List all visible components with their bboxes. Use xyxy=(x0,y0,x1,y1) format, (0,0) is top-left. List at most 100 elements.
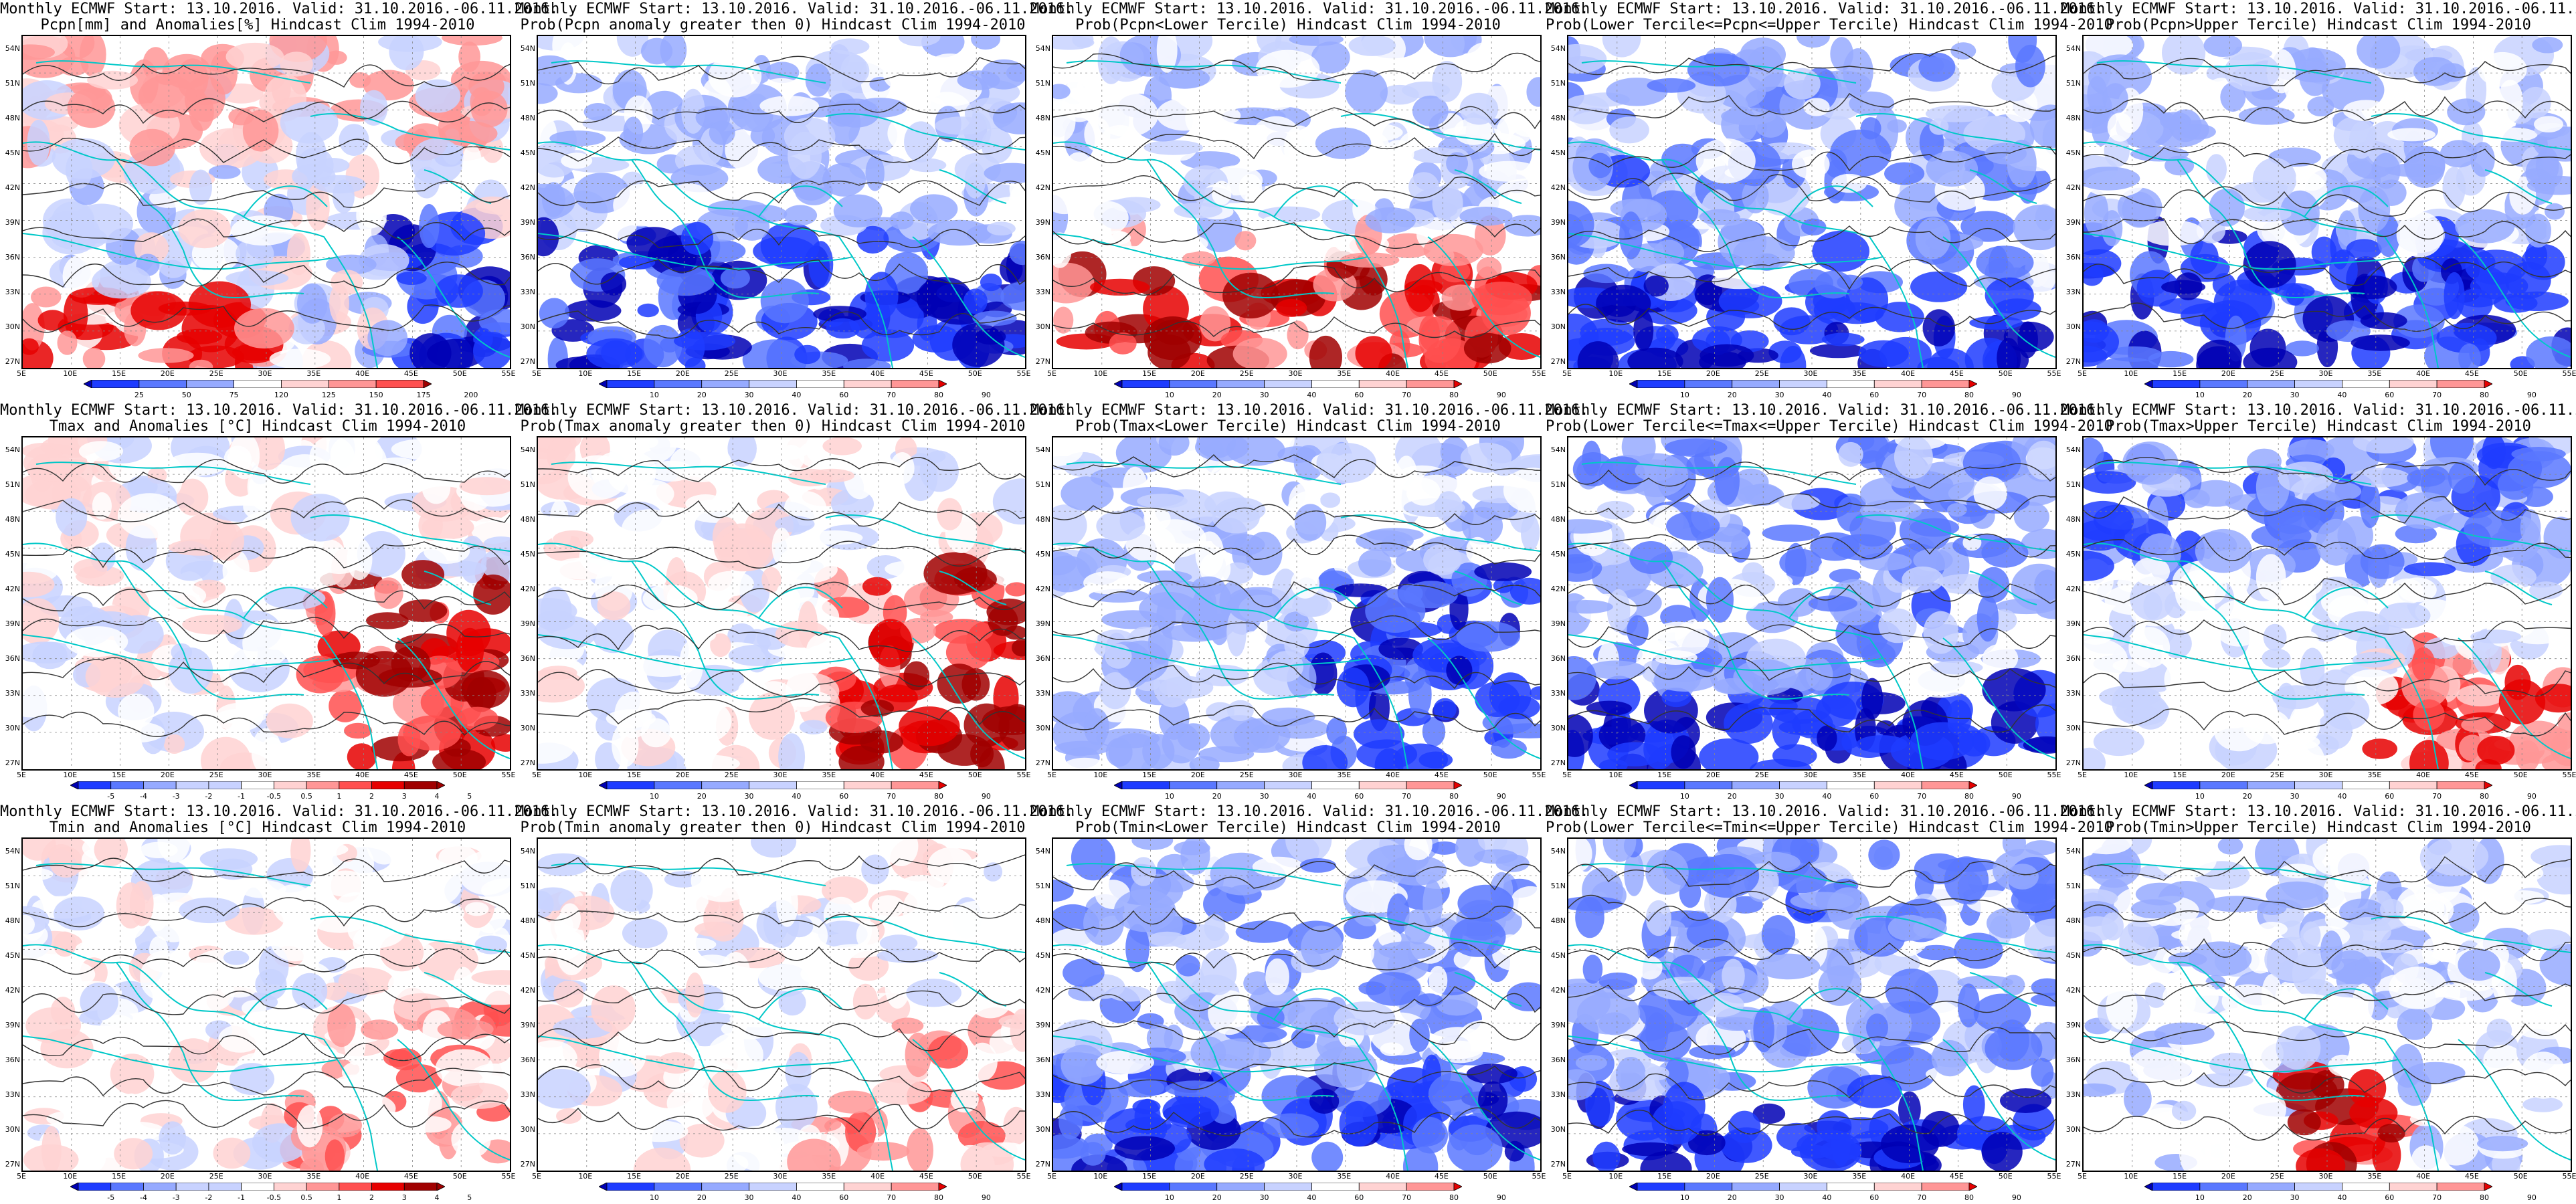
lon-label: 45E xyxy=(1434,369,1449,378)
colorbar-tick-label: 20 xyxy=(2242,391,2252,399)
lon-label: 40E xyxy=(1386,369,1400,378)
colorbar-tick-label: 90 xyxy=(2526,792,2537,801)
colorbar-tick-label: 90 xyxy=(2011,792,2021,801)
colorbar-tick-label: 80 xyxy=(1449,391,1459,399)
lon-label: 40E xyxy=(2416,771,2431,779)
colorbar-tick-label: 30 xyxy=(2290,391,2300,399)
colorbar-tick-label: 5 xyxy=(467,792,472,801)
lon-label: 40E xyxy=(1901,369,1916,378)
lon-label: 50E xyxy=(2513,771,2528,779)
lon-label: 10E xyxy=(2124,771,2138,779)
lon-label: 20E xyxy=(1706,1172,1720,1181)
lon-label: 45E xyxy=(403,1172,418,1181)
colorbar-tick-label: 10 xyxy=(2195,1193,2205,1202)
colorbar-tick-label: 20 xyxy=(1727,1193,1737,1202)
map-panel: Monthly ECMWF Start: 13.10.2016. Valid: … xyxy=(0,401,559,803)
colorbar xyxy=(1629,1183,1977,1191)
lat-label: 36N xyxy=(1550,1056,1566,1064)
colorbar-tick-label: 90 xyxy=(981,391,991,399)
lon-label: 30E xyxy=(258,1172,272,1181)
lat-label: 33N xyxy=(520,1090,535,1099)
lat-label: 54N xyxy=(1550,44,1566,53)
contours xyxy=(1568,462,2055,733)
contours xyxy=(23,459,510,737)
lon-label: 25E xyxy=(2270,369,2284,378)
lat-label: 33N xyxy=(1035,689,1050,698)
colorbar xyxy=(1629,781,1977,789)
lat-label: 54N xyxy=(520,847,535,856)
lat-label: 36N xyxy=(2065,654,2081,663)
colorbar-tick-label: 4 xyxy=(434,1193,440,1202)
lon-label: 50E xyxy=(1998,771,2013,779)
colorbar-tick-label: 20 xyxy=(2242,792,2252,801)
colorbar-tick-label: 3 xyxy=(401,792,407,801)
lat-label: 27N xyxy=(2065,759,2081,767)
contours xyxy=(2084,457,2571,736)
colorbar-tick-label: 3 xyxy=(401,1193,407,1202)
lat-label: 45N xyxy=(520,951,535,960)
map-panel: Monthly ECMWF Start: 13.10.2016. Valid: … xyxy=(2061,803,2576,1204)
lon-label: 20E xyxy=(675,369,690,378)
map-canvas xyxy=(537,837,1026,1172)
colorbar-tick-label: -5 xyxy=(107,1193,115,1202)
colorbar xyxy=(1114,1183,1462,1191)
colorbar-tick-label: 70 xyxy=(1917,1193,1927,1202)
graticule xyxy=(538,36,1025,368)
map-panel: Monthly ECMWF Start: 13.10.2016. Valid: … xyxy=(1030,401,1588,803)
lon-label: 45E xyxy=(1949,369,1964,378)
lon-label: 50E xyxy=(452,369,467,378)
colorbar-tick-label: 80 xyxy=(1964,1193,1974,1202)
colorbar-tick-label: 30 xyxy=(744,792,754,801)
lat-label: 39N xyxy=(1035,1021,1050,1029)
lat-label: 36N xyxy=(1035,654,1050,663)
lon-label: 40E xyxy=(2416,369,2431,378)
lat-label: 36N xyxy=(5,253,20,262)
graticule xyxy=(538,437,1025,769)
contours xyxy=(1053,861,1540,1138)
graticule xyxy=(23,437,510,769)
colorbar-tick-label: 20 xyxy=(697,1193,707,1202)
graticule xyxy=(23,36,510,368)
colorbar-tick-label: 60 xyxy=(1354,792,1364,801)
colorbar-tick-label: 60 xyxy=(1869,391,1879,399)
coastlines xyxy=(2084,60,2571,368)
panel-title: Monthly ECMWF Start: 13.10.2016. Valid: … xyxy=(2061,1,2576,33)
coastlines xyxy=(1053,60,1540,368)
colorbar-tick-label: 70 xyxy=(1917,792,1927,801)
lat-label: 51N xyxy=(1035,480,1050,489)
lon-label: 15E xyxy=(627,771,642,779)
lon-label: 20E xyxy=(1706,369,1720,378)
lon-label: 35E xyxy=(822,369,836,378)
lon-label: 50E xyxy=(968,1172,982,1181)
coastlines xyxy=(1053,462,1540,769)
lon-label: 55E xyxy=(1532,1172,1546,1181)
lon-label: 30E xyxy=(258,369,272,378)
lat-label: 30N xyxy=(520,1125,535,1134)
lat-label: 54N xyxy=(2065,445,2081,454)
lat-label: 30N xyxy=(1035,1125,1050,1134)
panel-title: Monthly ECMWF Start: 13.10.2016. Valid: … xyxy=(1030,803,1589,836)
colorbar-tick-label: 40 xyxy=(792,1193,802,1202)
lat-label: 30N xyxy=(520,322,535,331)
lat-label: 51N xyxy=(1550,480,1566,489)
graticule xyxy=(2084,437,2571,769)
lat-label: 48N xyxy=(2065,916,2081,925)
colorbar-tick-label: 10 xyxy=(1679,792,1689,801)
colorbar-tick-label: 40 xyxy=(1822,1193,1832,1202)
panel-title: Monthly ECMWF Start: 13.10.2016. Valid: … xyxy=(0,402,559,435)
lon-label: 20E xyxy=(160,771,175,779)
colorbar-tick-label: 80 xyxy=(934,792,943,801)
colorbar xyxy=(84,380,432,388)
lat-label: 48N xyxy=(1035,916,1050,925)
colorbar xyxy=(2144,781,2492,789)
colorbar xyxy=(70,781,445,789)
lat-label: 48N xyxy=(520,916,535,925)
colorbar-tick-label: 40 xyxy=(1307,792,1317,801)
lon-label: 35E xyxy=(822,771,836,779)
lat-label: 30N xyxy=(5,1125,20,1134)
lat-label: 54N xyxy=(2065,847,2081,856)
lon-label: 15E xyxy=(627,1172,642,1181)
lon-label: 45E xyxy=(1434,771,1449,779)
lat-label: 48N xyxy=(5,114,20,122)
lon-label: 40E xyxy=(1901,1172,1916,1181)
